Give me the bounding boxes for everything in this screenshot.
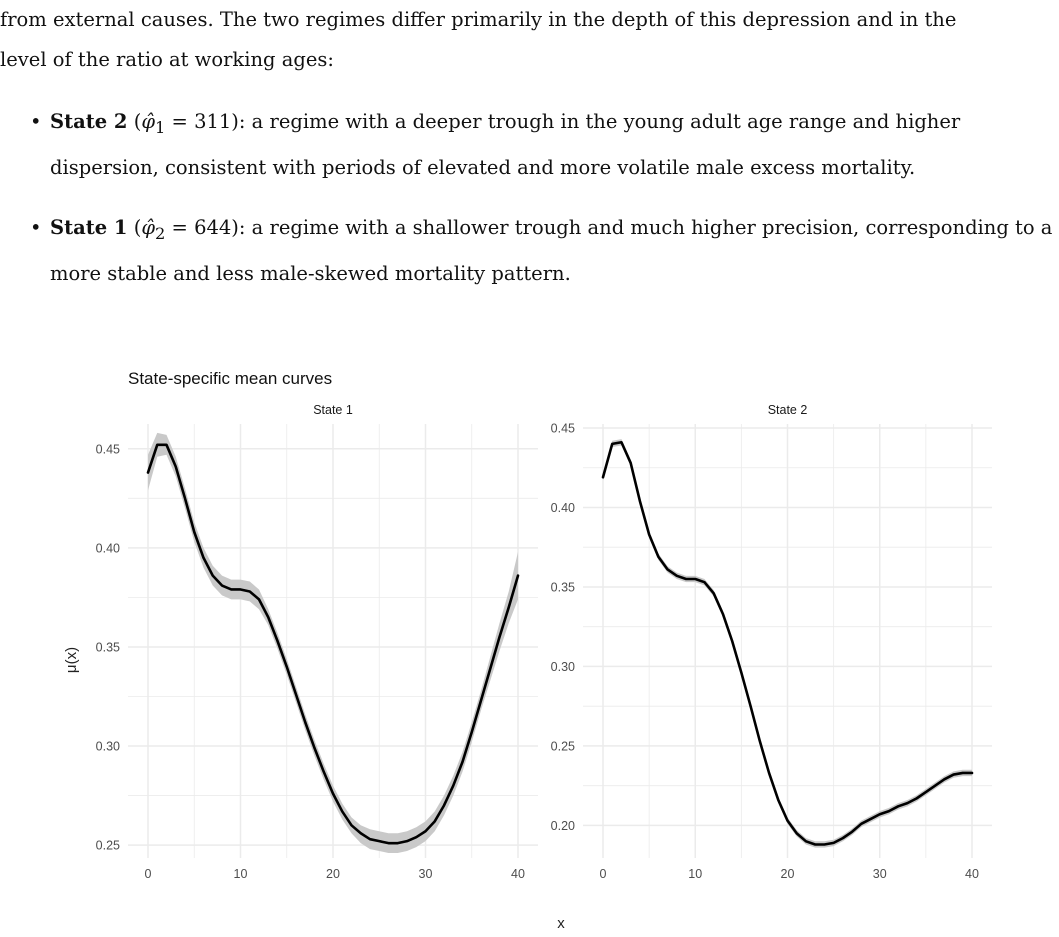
bullet-description: : a regime with a shallower trough and m… <box>50 215 1053 285</box>
panel-state-2: 0.20 0.25 0.30 0.35 0.40 0.45 0 10 20 30 40 State 2 <box>551 403 992 881</box>
y-tick-label: 0.30 <box>96 740 120 754</box>
figure: State-specific mean curves 0.25 0.30 0.35 0… <box>0 350 1059 932</box>
y-tick-label: 0.20 <box>551 819 575 833</box>
bullet-dot: • <box>30 110 42 133</box>
panel-title: State 2 <box>768 403 808 417</box>
y-tick-label: 0.40 <box>96 541 120 555</box>
x-tick-label: 40 <box>511 867 525 881</box>
paragraph-line-2: level of the ratio at working ages: <box>0 48 334 71</box>
phi-subscript: 1 <box>154 117 166 137</box>
y-tick-label: 0.45 <box>96 442 120 456</box>
mean-curve <box>601 440 974 846</box>
bullet-state-1: • State 1 (φ̂2 = 644): a regime with a s… <box>0 208 1059 294</box>
phi-value: 644 <box>194 215 232 239</box>
y-axis-label: μ(x) <box>63 647 80 673</box>
x-tick-label: 30 <box>419 867 433 881</box>
figure-title: State-specific mean curves <box>128 369 332 388</box>
mean-curve <box>146 443 520 845</box>
bullet-state-label: State 1 <box>50 215 128 239</box>
phi-value: 311 <box>194 110 232 133</box>
bullet-state-2: • State 2 (φ̂1 = 311): a regime with a d… <box>0 102 1059 188</box>
y-tick-label: 0.45 <box>551 421 575 435</box>
paper-text: from external causes. The two regimes di… <box>0 0 1059 314</box>
y-tick-label: 0.35 <box>96 640 120 654</box>
x-tick-label: 20 <box>326 867 340 881</box>
phi-symbol: φ̂ <box>141 110 155 133</box>
figure-svg: State-specific mean curves 0.250.300.350… <box>63 369 992 932</box>
y-tick-label: 0.25 <box>96 839 120 853</box>
y-tick-label: 0.40 <box>551 501 575 515</box>
phi-subscript: 2 <box>154 223 166 243</box>
bullet-list: • State 2 (φ̂1 = 311): a regime with a d… <box>0 102 1059 294</box>
y-tick-label: 0.30 <box>551 660 575 674</box>
panel-state-1: 0.25 0.30 0.35 0.40 0.45 0 10 20 30 40 State 1 <box>96 403 538 881</box>
y-tick-label: 0.35 <box>551 580 575 594</box>
x-tick-label: 30 <box>873 867 887 881</box>
x-tick-label: 20 <box>781 867 795 881</box>
x-tick-label: 10 <box>688 867 702 881</box>
x-tick-label: 0 <box>145 867 152 881</box>
bullet-state-label: State 2 <box>50 110 128 133</box>
panel-title: State 1 <box>313 403 353 417</box>
phi-symbol: φ̂ <box>141 215 155 239</box>
paragraph-line-1: from external causes. The two regimes di… <box>0 8 957 31</box>
x-tick-label: 10 <box>234 867 248 881</box>
y-tick-label: 0.25 <box>551 739 575 753</box>
x-tick-label: 0 <box>600 867 607 881</box>
bullet-dot: • <box>30 215 42 239</box>
x-tick-label: 40 <box>965 867 979 881</box>
bullet-description: : a regime with a deeper trough in the y… <box>50 110 961 179</box>
x-axis-label: x <box>557 915 565 932</box>
